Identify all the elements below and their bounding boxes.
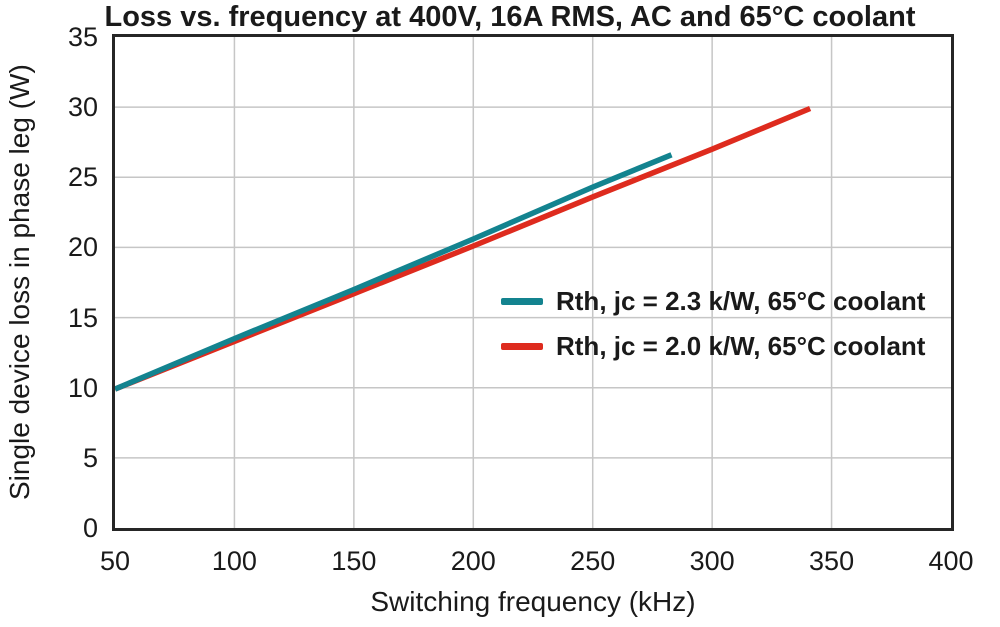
y-axis-ticks: 0 5 10 15 20 25 30 35 [0, 0, 100, 627]
x-tick-label: 300 [689, 546, 735, 576]
legend-swatch-teal-line-icon [501, 298, 543, 305]
y-tick-label: 20 [67, 232, 98, 263]
legend-item-rth-2-3: Rth, jc = 2.3 k/W, 65°C coolant [501, 279, 925, 324]
y-tick-label: 15 [67, 302, 98, 333]
legend-swatch-red-line-icon [501, 343, 543, 350]
x-tick-label: 100 [211, 546, 257, 576]
legend: Rth, jc = 2.3 k/W, 65°C coolant Rth, jc … [501, 279, 925, 369]
y-tick-label: 5 [82, 442, 98, 473]
x-tick-label: 50 [99, 546, 131, 576]
plot-area: Rth, jc = 2.3 k/W, 65°C coolant Rth, jc … [112, 34, 954, 531]
y-tick-label: 30 [67, 92, 98, 123]
y-tick-label: 10 [67, 372, 98, 403]
x-tick-label: 350 [809, 546, 855, 576]
plot-canvas [115, 37, 951, 528]
x-axis-ticks: 50 100 150 200 250 300 350 400 [0, 544, 1000, 578]
x-tick-label: 250 [570, 546, 616, 576]
legend-label: Rth, jc = 2.0 k/W, 65°C coolant [556, 331, 926, 361]
legend-item-rth-2-0: Rth, jc = 2.0 k/W, 65°C coolant [501, 324, 925, 369]
x-tick-label: 400 [928, 546, 974, 576]
legend-label: Rth, jc = 2.3 k/W, 65°C coolant [556, 286, 926, 316]
y-tick-label: 0 [82, 513, 98, 543]
y-tick-label: 25 [67, 162, 98, 193]
x-tick-label: 150 [331, 546, 377, 576]
x-axis-label: Switching frequency (kHz) [370, 586, 696, 617]
chart-title: Loss vs. frequency at 400V, 16A RMS, AC … [104, 1, 916, 33]
x-tick-label: 200 [450, 546, 496, 576]
y-tick-label: 35 [67, 22, 98, 52]
